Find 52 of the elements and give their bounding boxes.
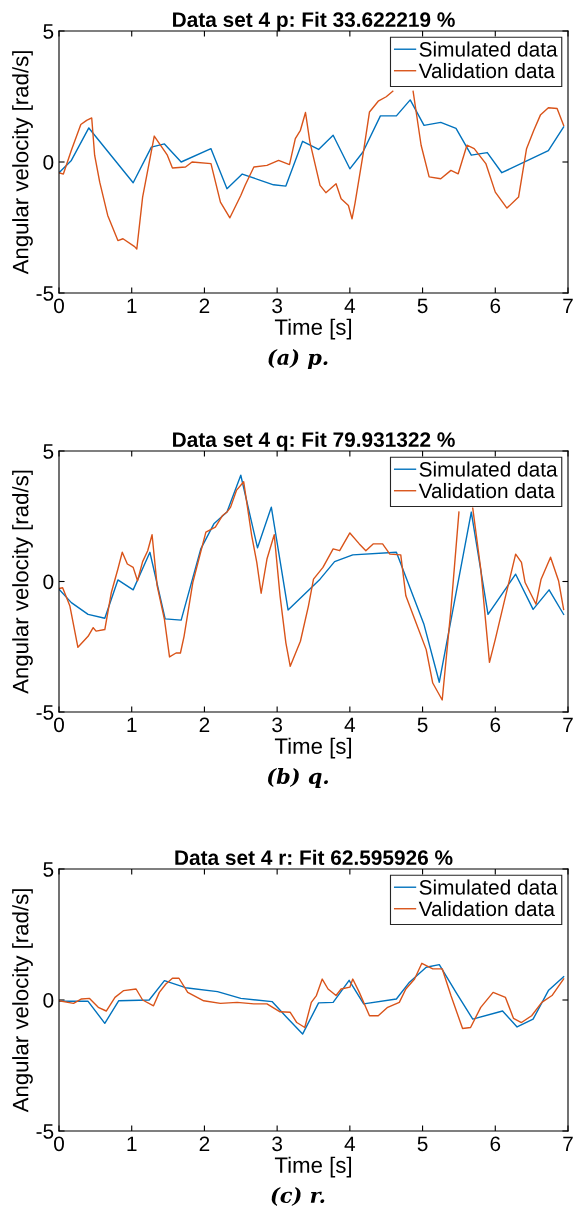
chart-title: Data set 4 p: Fit 33.622219 % [173,11,455,32]
x-tick-label: 7 [563,298,573,313]
y-tick-label: 0 [43,155,54,170]
y-axis-title: Angular velocity [rad/s] [12,51,33,275]
chart-title: Data set 4 r: Fit 62.595926 % [175,849,453,866]
text: (a) p. [268,348,328,370]
x-tick-label: 5 [417,717,428,733]
y-axis-title: Angular velocity [rad/s] [12,470,33,694]
x-tick-label: 0 [54,298,64,314]
x-axis-title: Time [s] [274,737,352,759]
y-tick-label: -5 [36,286,54,301]
x-tick-label: 2 [199,1136,210,1151]
x-tick-label: 0 [54,1136,64,1152]
legend-label: Validation data [418,62,555,79]
y-tick-label: -5 [36,705,54,720]
text: (b) q. [268,767,328,789]
x-tick-label: 1 [127,717,137,732]
legend-label: Validation data [418,900,555,917]
y-tick-label: 5 [43,862,54,877]
y-tick-label: -5 [36,1124,54,1139]
x-tick-label: 0 [54,717,64,733]
y-tick-label: 5 [43,444,54,459]
x-tick-label: 4 [344,1136,356,1151]
x-axis-title: Time [s] [274,1156,352,1178]
x-tick-label: 2 [199,298,210,313]
x-tick-label: 4 [344,298,356,313]
y-tick-label: 0 [43,574,54,590]
legend-label: Validation data [418,482,555,499]
y-tick-label: 0 [43,993,54,1008]
y-tick-label: 5 [43,24,54,39]
text: (c) r. [271,1186,325,1206]
x-tick-label: 6 [490,1136,501,1152]
x-tick-label: 6 [490,717,501,733]
x-tick-label: 3 [272,298,283,314]
x-tick-label: 3 [272,1136,283,1152]
x-tick-label: 7 [563,717,573,732]
x-tick-label: 6 [490,298,501,314]
x-tick-label: 1 [127,1136,137,1151]
y-axis-title: Angular velocity [rad/s] [12,889,33,1113]
x-tick-label: 2 [199,717,210,732]
legend-label: Simulated data [419,41,558,57]
legend-label: Simulated data [419,879,558,895]
x-tick-label: 3 [272,717,283,733]
x-tick-label: 1 [127,298,137,313]
x-tick-label: 7 [563,1136,573,1151]
x-axis-title: Time [s] [274,318,352,340]
x-tick-label: 5 [417,1136,428,1152]
x-tick-label: 4 [344,717,356,732]
chart-title: Data set 4 q: Fit 79.931322 % [173,431,455,452]
x-tick-label: 5 [417,298,428,314]
line-series [59,99,565,190]
legend-label: Simulated data [419,461,558,477]
